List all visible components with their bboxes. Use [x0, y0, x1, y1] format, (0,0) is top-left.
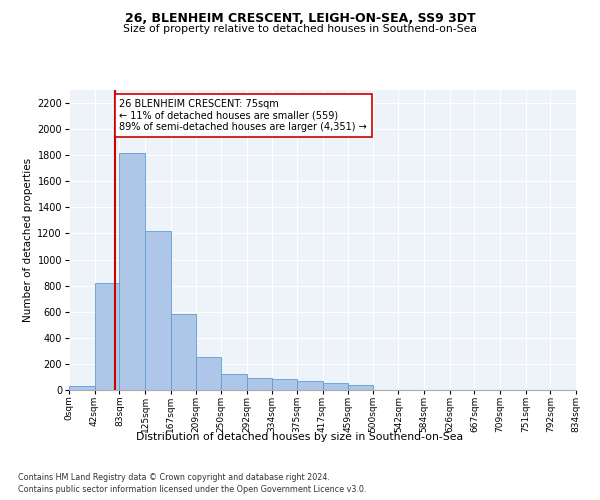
- Bar: [221, 374, 247, 390]
- Bar: [196, 358, 221, 390]
- Text: Distribution of detached houses by size in Southend-on-Sea: Distribution of detached houses by size …: [136, 432, 464, 442]
- Bar: [348, 386, 373, 390]
- Text: Size of property relative to detached houses in Southend-on-Sea: Size of property relative to detached ho…: [123, 24, 477, 34]
- Bar: [323, 383, 348, 390]
- Text: Contains public sector information licensed under the Open Government Licence v3: Contains public sector information licen…: [18, 485, 367, 494]
- Y-axis label: Number of detached properties: Number of detached properties: [23, 158, 33, 322]
- Bar: [119, 152, 145, 390]
- Bar: [272, 379, 297, 390]
- Text: 26, BLENHEIM CRESCENT, LEIGH-ON-SEA, SS9 3DT: 26, BLENHEIM CRESCENT, LEIGH-ON-SEA, SS9…: [125, 12, 475, 26]
- Bar: [145, 231, 170, 390]
- Bar: [170, 314, 196, 390]
- Text: 26 BLENHEIM CRESCENT: 75sqm
← 11% of detached houses are smaller (559)
89% of se: 26 BLENHEIM CRESCENT: 75sqm ← 11% of det…: [119, 99, 367, 132]
- Bar: [247, 378, 272, 390]
- Bar: [69, 386, 95, 390]
- Text: Contains HM Land Registry data © Crown copyright and database right 2024.: Contains HM Land Registry data © Crown c…: [18, 472, 330, 482]
- Bar: [95, 283, 119, 390]
- Bar: [297, 381, 323, 390]
